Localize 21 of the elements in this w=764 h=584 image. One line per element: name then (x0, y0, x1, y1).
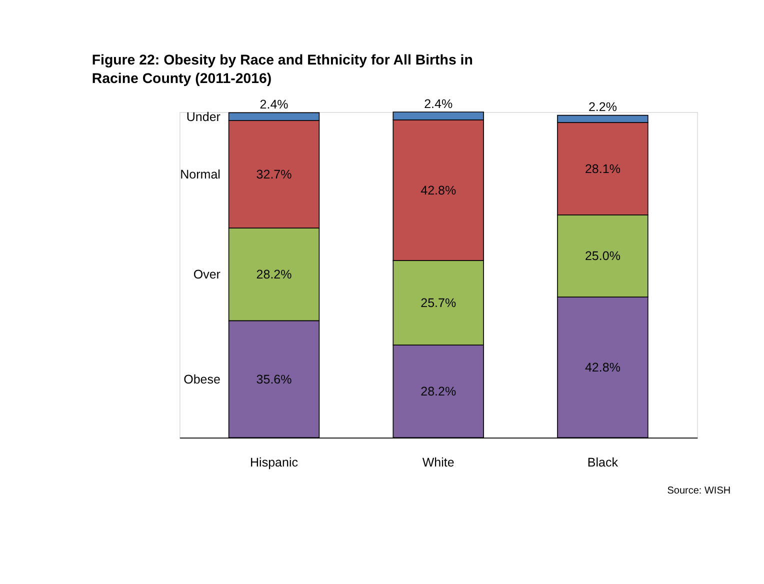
data-label: 2.4% (260, 97, 288, 112)
data-label: 28.2% (256, 268, 292, 282)
series-label: Normal (180, 167, 220, 182)
data-label: 42.8% (584, 360, 620, 374)
data-label: 2.4% (424, 96, 453, 111)
data-label: 25.0% (584, 249, 620, 264)
data-label: 2.2% (588, 100, 617, 114)
data-label: 35.6% (256, 372, 292, 386)
data-label: 28.2% (420, 384, 456, 398)
chart-title: Figure 22: Obesity by Race and Ethnicity for All Births in Racine County (2011-2016) (92, 52, 473, 87)
data-label: 42.8% (420, 183, 456, 198)
data-label: 28.1% (584, 162, 620, 176)
x-tick-label: White (422, 455, 454, 470)
series-label: Under (186, 110, 220, 124)
series-label: Over (193, 268, 220, 282)
source-note: Source: WISH (667, 486, 731, 497)
x-tick-label: Black (587, 455, 619, 470)
x-tick-label: Hispanic (250, 455, 298, 470)
data-label: 32.7% (256, 167, 292, 182)
data-label: 25.7% (420, 296, 456, 310)
series-label: Obese (184, 372, 221, 386)
